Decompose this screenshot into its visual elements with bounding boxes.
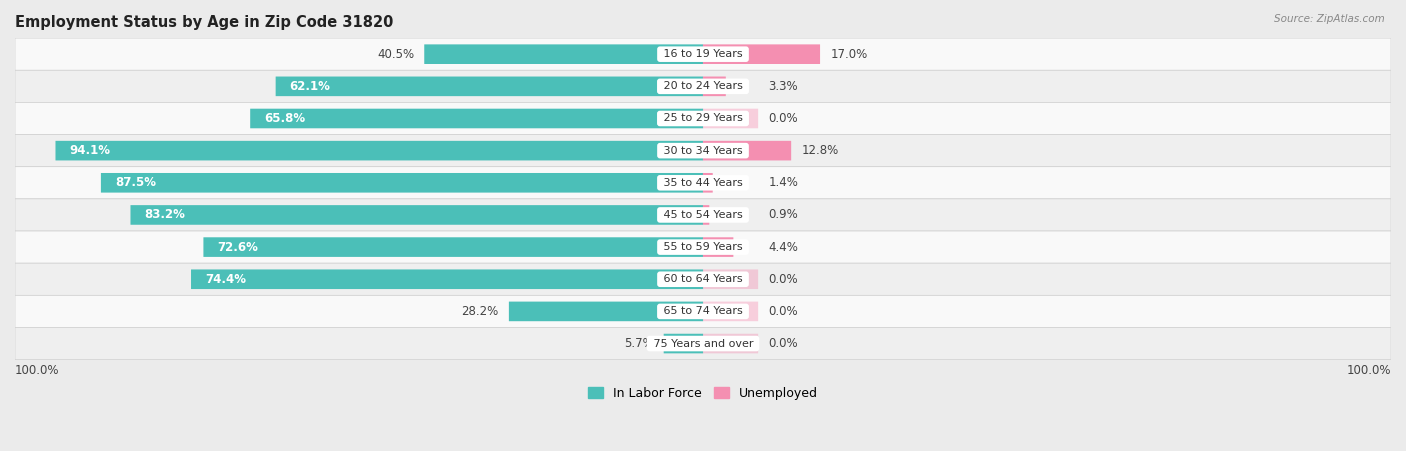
Legend: In Labor Force, Unemployed: In Labor Force, Unemployed bbox=[583, 382, 823, 405]
FancyBboxPatch shape bbox=[15, 295, 1391, 327]
Text: 3.3%: 3.3% bbox=[768, 80, 799, 93]
Text: Employment Status by Age in Zip Code 31820: Employment Status by Age in Zip Code 318… bbox=[15, 15, 394, 30]
FancyBboxPatch shape bbox=[703, 237, 734, 257]
FancyBboxPatch shape bbox=[703, 44, 820, 64]
FancyBboxPatch shape bbox=[703, 302, 758, 321]
Text: 0.0%: 0.0% bbox=[768, 273, 799, 286]
FancyBboxPatch shape bbox=[15, 327, 1391, 359]
FancyBboxPatch shape bbox=[703, 173, 713, 193]
Text: 30 to 34 Years: 30 to 34 Years bbox=[659, 146, 747, 156]
Text: 75 Years and over: 75 Years and over bbox=[650, 339, 756, 349]
FancyBboxPatch shape bbox=[55, 141, 703, 161]
FancyBboxPatch shape bbox=[250, 109, 703, 128]
Text: 16 to 19 Years: 16 to 19 Years bbox=[659, 49, 747, 59]
FancyBboxPatch shape bbox=[664, 334, 703, 353]
Text: 62.1%: 62.1% bbox=[290, 80, 330, 93]
FancyBboxPatch shape bbox=[15, 70, 1391, 102]
Text: 1.4%: 1.4% bbox=[768, 176, 799, 189]
Text: 4.4%: 4.4% bbox=[768, 240, 799, 253]
FancyBboxPatch shape bbox=[131, 205, 703, 225]
Text: 5.7%: 5.7% bbox=[624, 337, 654, 350]
Text: 45 to 54 Years: 45 to 54 Years bbox=[659, 210, 747, 220]
Text: 17.0%: 17.0% bbox=[831, 48, 868, 61]
FancyBboxPatch shape bbox=[703, 205, 709, 225]
FancyBboxPatch shape bbox=[703, 334, 758, 353]
Text: Source: ZipAtlas.com: Source: ZipAtlas.com bbox=[1274, 14, 1385, 23]
FancyBboxPatch shape bbox=[204, 237, 703, 257]
FancyBboxPatch shape bbox=[15, 199, 1391, 231]
Text: 100.0%: 100.0% bbox=[15, 364, 59, 377]
Text: 40.5%: 40.5% bbox=[377, 48, 413, 61]
Text: 20 to 24 Years: 20 to 24 Years bbox=[659, 81, 747, 92]
FancyBboxPatch shape bbox=[703, 109, 758, 128]
Text: 65.8%: 65.8% bbox=[264, 112, 305, 125]
FancyBboxPatch shape bbox=[191, 269, 703, 289]
FancyBboxPatch shape bbox=[15, 102, 1391, 134]
Text: 74.4%: 74.4% bbox=[205, 273, 246, 286]
FancyBboxPatch shape bbox=[101, 173, 703, 193]
Text: 12.8%: 12.8% bbox=[801, 144, 838, 157]
Text: 83.2%: 83.2% bbox=[145, 208, 186, 221]
FancyBboxPatch shape bbox=[425, 44, 703, 64]
FancyBboxPatch shape bbox=[703, 269, 758, 289]
Text: 72.6%: 72.6% bbox=[218, 240, 259, 253]
FancyBboxPatch shape bbox=[703, 77, 725, 96]
FancyBboxPatch shape bbox=[15, 167, 1391, 199]
Text: 100.0%: 100.0% bbox=[1347, 364, 1391, 377]
Text: 0.0%: 0.0% bbox=[768, 337, 799, 350]
Text: 0.0%: 0.0% bbox=[768, 112, 799, 125]
Text: 28.2%: 28.2% bbox=[461, 305, 499, 318]
Text: 0.0%: 0.0% bbox=[768, 305, 799, 318]
Text: 65 to 74 Years: 65 to 74 Years bbox=[659, 306, 747, 317]
FancyBboxPatch shape bbox=[703, 141, 792, 161]
Text: 0.9%: 0.9% bbox=[768, 208, 799, 221]
Text: 35 to 44 Years: 35 to 44 Years bbox=[659, 178, 747, 188]
Text: 25 to 29 Years: 25 to 29 Years bbox=[659, 114, 747, 124]
FancyBboxPatch shape bbox=[276, 77, 703, 96]
FancyBboxPatch shape bbox=[15, 134, 1391, 167]
Text: 87.5%: 87.5% bbox=[115, 176, 156, 189]
FancyBboxPatch shape bbox=[15, 231, 1391, 263]
Text: 55 to 59 Years: 55 to 59 Years bbox=[659, 242, 747, 252]
FancyBboxPatch shape bbox=[15, 263, 1391, 295]
Text: 94.1%: 94.1% bbox=[69, 144, 110, 157]
FancyBboxPatch shape bbox=[509, 302, 703, 321]
Text: 60 to 64 Years: 60 to 64 Years bbox=[659, 274, 747, 284]
FancyBboxPatch shape bbox=[15, 38, 1391, 70]
